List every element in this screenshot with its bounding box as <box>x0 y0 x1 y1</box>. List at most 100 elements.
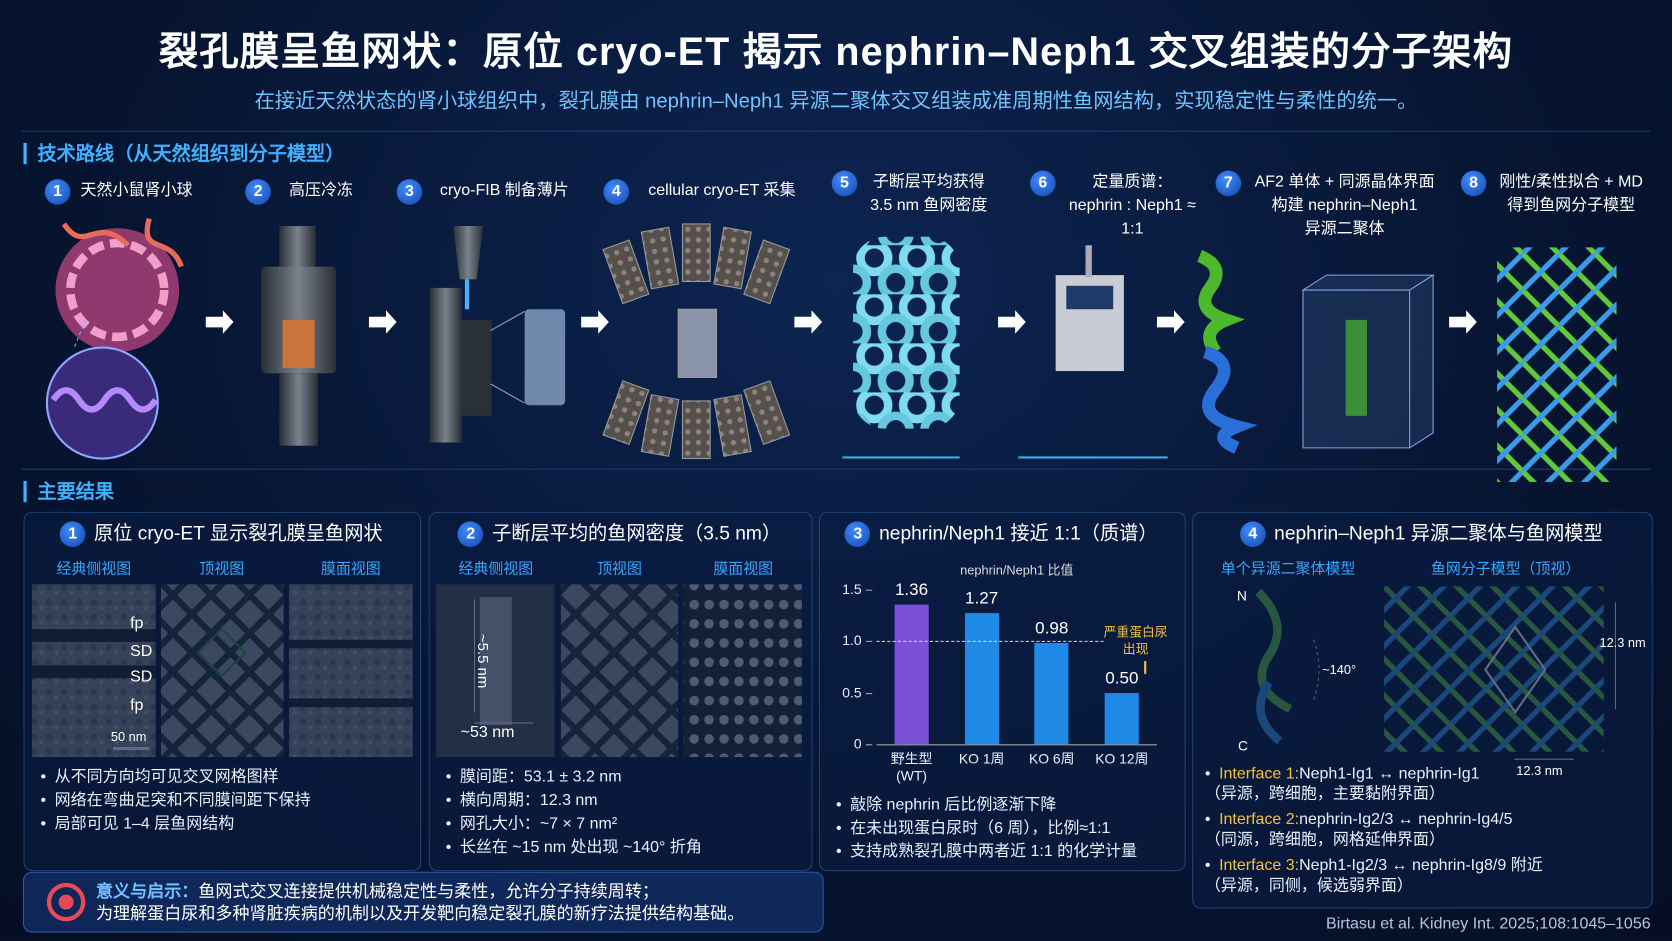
bar <box>894 604 929 745</box>
implication-line: 鱼网式交叉连接提供机械稳定性与柔性，允许分子持续周转； <box>198 882 660 902</box>
x-tick-label: KO 12周 <box>1095 750 1149 767</box>
y-tick-label: 0 <box>853 735 862 752</box>
decoration <box>61 217 184 268</box>
citation: Birtasu et al. Kidney Int. 2025;108:1045… <box>1326 914 1651 934</box>
step-arrows <box>205 310 1477 334</box>
decoration <box>453 226 484 280</box>
step-number: 4 <box>603 179 630 205</box>
step-text: 子断层平均获得 3.5 nm 鱼网密度 <box>866 171 992 218</box>
x-tick-label: KO 6周 <box>1029 750 1075 767</box>
step-number: 5 <box>831 170 858 197</box>
panel-number: 2 <box>457 521 484 548</box>
interface-text: Neph1-Ig2/3 ↔ nephrin-Ig8/9 附近 <box>1299 856 1543 875</box>
image-label: SD <box>130 667 153 686</box>
decoration <box>681 400 711 460</box>
step-text: 定量质谱： nephrin : Neph1 ≈ 1:1 <box>1064 171 1200 241</box>
step-line: 构建 nephrin–Neph1 <box>1271 196 1418 215</box>
decoration <box>22 871 824 933</box>
panel-number: 3 <box>844 521 871 548</box>
x-axis <box>876 744 1157 746</box>
step-line: AF2 单体 + 同源晶体界面 <box>1254 172 1435 191</box>
interface-text: Neph1-Ig1 ↔ nephrin-Ig1 <box>1299 764 1480 783</box>
image-label: ~140° <box>1322 662 1357 678</box>
image-label: SD <box>130 641 153 661</box>
image-label: ~5.5 nm <box>475 633 493 689</box>
workflow-step: 3 cryo-FIB 制备薄片 <box>396 179 578 205</box>
step-text: AF2 单体 + 同源晶体界面 构建 nephrin–Neph1 异源二聚体 <box>1250 171 1440 241</box>
decoration <box>1202 345 1258 454</box>
image-label: 50 nm <box>110 729 147 745</box>
step-line: 刚性/柔性拟合 + MD <box>1499 172 1643 191</box>
heterodimer-illustration <box>1196 249 1435 454</box>
step-line: 天然小鼠肾小球 <box>80 181 193 200</box>
panel-title: 4 nephrin–Neph1 异源二聚体与鱼网模型 <box>1192 518 1651 548</box>
decoration <box>58 894 74 910</box>
decoration <box>581 310 609 334</box>
decoration <box>602 380 650 446</box>
results-heading: 主要结果 <box>23 480 114 503</box>
image-label: C <box>1237 737 1248 754</box>
reference-line <box>876 641 1104 643</box>
workflow-step: 6 定量质谱： nephrin : Neph1 ≈ 1:1 <box>1030 170 1201 241</box>
bullet: 网络在弯曲足突和不同膜间距下保持 <box>41 789 311 812</box>
decoration <box>1196 249 1245 356</box>
decoration <box>429 287 462 443</box>
workflow-step: 2 高压冷冻 <box>245 179 362 205</box>
tilt-series-illustration <box>602 223 791 460</box>
view-label: 经典侧视图 <box>56 559 132 577</box>
decoration <box>602 239 650 305</box>
decoration <box>1497 247 1617 482</box>
y-tick-label: 0.5 <box>842 684 862 701</box>
step-number: 7 <box>1215 170 1242 197</box>
panel-number: 1 <box>59 521 86 548</box>
view-label: 顶视图 <box>199 559 245 577</box>
bullet: 支持成熟裂孔膜中两者近 1:1 的化学计量 <box>836 840 1137 863</box>
interface: Interface 2:nephrin-Ig2/3 ↔ nephrin-Ig4/… <box>1205 809 1513 850</box>
value-label: 0.50 <box>1105 669 1139 688</box>
step-number: 2 <box>245 179 271 205</box>
y-tick-label: 1.5 <box>842 581 862 598</box>
step-line: 定量质谱： <box>1092 172 1173 191</box>
decoration <box>1085 245 1092 278</box>
decoration <box>677 308 718 379</box>
bullet: 局部可见 1–4 层鱼网结构 <box>41 813 235 836</box>
step-number: 3 <box>396 179 423 205</box>
panel-title: 3 nephrin/Neph1 接近 1:1（质谱） <box>819 518 1184 548</box>
bar <box>1104 692 1139 745</box>
x-tick-label: 野生型 (WT) <box>890 750 933 784</box>
interface: Interface 3:Neph1-Ig2/3 ↔ nephrin-Ig8/9 … <box>1205 855 1543 896</box>
view-label: 单个异源二聚体模型 <box>1220 559 1356 577</box>
panel-title-text: 原位 cryo-ET 显示裂孔膜呈鱼网状 <box>94 522 383 544</box>
step-text: 高压冷冻 <box>279 179 362 202</box>
step-line: 子断层平均获得 <box>872 172 985 191</box>
decoration <box>205 310 234 334</box>
step-line: cryo-FIB 制备薄片 <box>439 181 569 200</box>
view-label: 经典侧视图 <box>458 559 534 577</box>
image-label: fp <box>130 696 144 715</box>
decoration <box>368 310 397 334</box>
view-label: 膜面视图 <box>713 559 774 577</box>
y-tick <box>865 744 873 746</box>
decoration <box>1345 319 1367 416</box>
decoration <box>1066 285 1114 310</box>
decoration <box>74 319 86 347</box>
decoration <box>1301 274 1435 449</box>
decoration <box>713 394 752 457</box>
y-tick-label: 1.0 <box>842 632 862 649</box>
bar <box>964 613 999 745</box>
interface-note: （异源，同侧，候选弱界面） <box>1204 876 1413 895</box>
decoration <box>743 380 791 446</box>
workflow-step: 8 刚性/柔性拟合 + MD 得到鱼网分子模型 <box>1460 170 1648 218</box>
title: 裂孔膜呈鱼网状：原位 cryo-ET 揭示 nephrin–Neph1 交叉组装… <box>158 29 1514 74</box>
interface-text: nephrin-Ig2/3 ↔ nephrin-Ig4/5 <box>1299 810 1513 829</box>
implication-line: 为理解蛋白尿和多种肾脏疾病的机制以及开发靶向稳定裂孔膜的新疗法提供结构基础。 <box>95 905 745 924</box>
decoration <box>853 236 960 429</box>
implication: 意义与启示：鱼网式交叉连接提供机械稳定性与柔性，允许分子持续周转； 为理解蛋白尿和… <box>96 881 744 926</box>
decoration <box>279 226 316 269</box>
divider-lines <box>21 130 1651 470</box>
subtitle: 在接近天然状态的肾小球组织中，裂孔膜由 nephrin–Neph1 异源二聚体交… <box>254 90 1418 114</box>
step-line: 高压冷冻 <box>288 181 353 200</box>
mass-spec-illustration <box>1018 245 1168 459</box>
step-line: cellular cryo-ET 采集 <box>648 181 796 200</box>
